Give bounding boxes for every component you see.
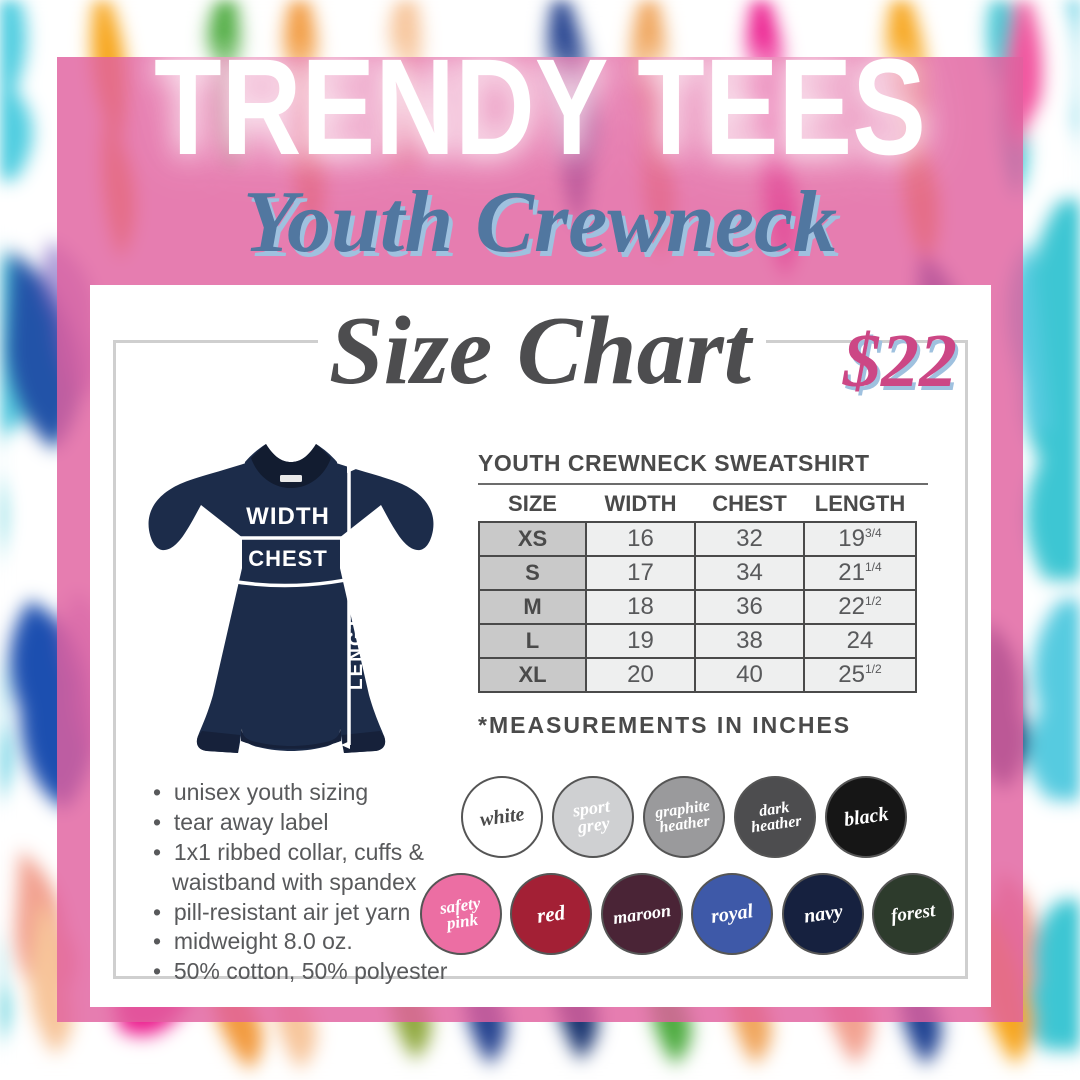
svg-text:WIDTH: WIDTH <box>246 503 330 530</box>
svg-text:LENGTH: LENGTH <box>346 600 367 690</box>
svg-text:CHEST: CHEST <box>248 546 328 571</box>
